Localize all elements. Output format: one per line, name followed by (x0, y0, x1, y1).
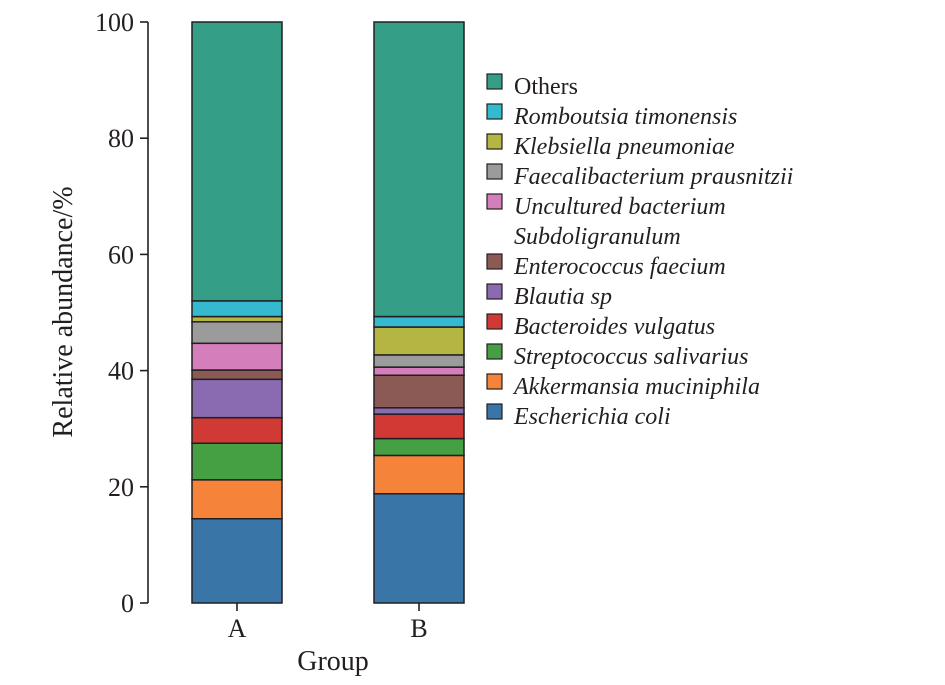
x-tick-label: B (410, 614, 427, 643)
y-tick-label: 80 (108, 124, 134, 153)
bar-segment (191, 342, 283, 371)
bar-segment (373, 493, 465, 604)
legend-label: Uncultured bacterium (514, 194, 726, 220)
bar-segment (373, 407, 465, 415)
bar-segment (191, 300, 283, 318)
legend-label: Enterococcus faecium (513, 254, 726, 280)
bar-segment (373, 374, 465, 409)
y-tick-label: 40 (108, 357, 134, 386)
y-axis: 0 20 40 60 80 100 (95, 8, 149, 618)
legend-swatch (486, 253, 503, 270)
bar-segment (191, 442, 283, 481)
legend-item: Uncultured bacterium Subdoligranulum (486, 193, 726, 250)
legend-item: Streptococcus salivarius (486, 343, 748, 370)
legend-item: Faecalibacterium prausnitzii (486, 163, 793, 190)
legend-swatch (486, 163, 503, 180)
legend-item: Akkermansia muciniphila (486, 373, 760, 400)
legend-label: Romboutsia timonensis (513, 104, 737, 130)
bar-segment (191, 378, 283, 419)
legend-swatch (486, 103, 503, 120)
bar-segment (373, 454, 465, 495)
bar-segment (373, 21, 465, 318)
legend: Others Romboutsia timonensis Klebsiella pn… (486, 73, 793, 430)
legend-label: Blautia sp (514, 284, 612, 310)
y-axis-title: Relative abundance/% (48, 186, 79, 437)
bar-segment (191, 369, 283, 381)
legend-label: Klebsiella pneumoniae (513, 134, 735, 160)
legend-item: Blautia sp (486, 283, 612, 310)
bar-B (373, 21, 465, 604)
legend-label: Faecalibacterium prausnitzii (513, 164, 793, 190)
legend-item: Bacteroides vulgatus (486, 313, 715, 340)
bar-segment (373, 366, 465, 376)
bar-segment (373, 413, 465, 440)
y-tick-label: 60 (108, 240, 134, 269)
legend-item: Others (486, 73, 578, 100)
legend-swatch (486, 283, 503, 300)
legend-swatch (486, 403, 503, 420)
legend-swatch (486, 193, 503, 210)
y-tick-label: 100 (95, 8, 134, 37)
legend-swatch (486, 373, 503, 390)
legend-swatch (486, 313, 503, 330)
bar-segment (191, 518, 283, 604)
legend-label: Others (514, 74, 578, 100)
y-tick-label: 0 (121, 589, 134, 618)
bar-segment (373, 315, 465, 328)
legend-label: Escherichia coli (513, 404, 671, 430)
bar-segment (191, 21, 283, 302)
bar-segment (191, 416, 283, 444)
legend-label: Streptococcus salivarius (514, 344, 748, 370)
y-tick-label: 20 (108, 473, 134, 502)
legend-swatch (486, 73, 503, 90)
legend-swatch (486, 343, 503, 360)
legend-item: Enterococcus faecium (486, 253, 726, 280)
x-tick-label: A (228, 614, 247, 643)
legend-swatch (486, 133, 503, 150)
x-axis-title: Group (297, 646, 369, 677)
legend-item: Klebsiella pneumoniae (486, 133, 735, 160)
legend-label: Subdoligranulum (514, 224, 681, 250)
bar-segment (191, 315, 283, 323)
legend-label: Bacteroides vulgatus (514, 314, 715, 340)
legend-item: Escherichia coli (486, 403, 671, 430)
bars (191, 21, 465, 604)
bar-segment (373, 437, 465, 457)
bar-A (191, 21, 283, 604)
bar-segment (373, 354, 465, 368)
legend-label: Akkermansia muciniphila (512, 374, 760, 400)
bar-segment (191, 479, 283, 520)
legend-item: Romboutsia timonensis (486, 103, 737, 130)
bar-segment (373, 326, 465, 356)
bar-segment (191, 321, 283, 345)
